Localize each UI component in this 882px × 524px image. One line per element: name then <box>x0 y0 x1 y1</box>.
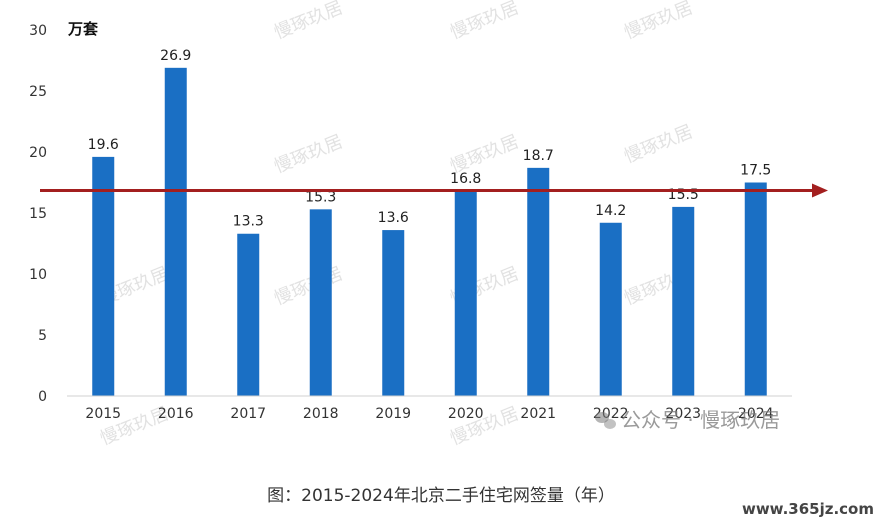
bar <box>744 182 767 396</box>
data-label: 14.2 <box>595 203 626 219</box>
wechat-watermark: 公众号 · 慢琢玖居 <box>595 404 780 433</box>
wechat-brand: 慢琢玖居 <box>700 408 781 432</box>
reference-arrowhead <box>812 183 828 198</box>
bar <box>599 222 622 396</box>
data-label: 19.6 <box>88 137 119 153</box>
data-label: 13.6 <box>378 210 409 226</box>
bars: 19.626.913.315.313.616.818.714.215.517.5 <box>88 48 771 396</box>
reference-arrow <box>40 183 828 198</box>
bar <box>237 233 260 396</box>
y-tick-label: 25 <box>29 84 47 100</box>
data-label: 17.5 <box>740 163 771 179</box>
x-tick-label: 2016 <box>158 406 194 422</box>
wechat-icon <box>595 412 617 430</box>
y-axis: 0 5 10 15 20 25 30 <box>29 23 47 405</box>
bar-chart: 0 5 10 15 20 25 30 19.6 26.9 13.3 15.3 13.6 16.8 18.… <box>29 20 828 422</box>
site-watermark: www.365jz.com <box>741 500 874 518</box>
bar <box>382 230 405 396</box>
x-tick-label: 2021 <box>520 406 556 422</box>
bar <box>309 209 332 396</box>
y-tick-label: 20 <box>29 145 47 161</box>
x-tick-label: 2020 <box>448 406 484 422</box>
y-tick-label: 5 <box>38 328 47 344</box>
y-tick-label: 10 <box>29 267 47 283</box>
bar <box>454 191 477 396</box>
bar <box>164 67 187 396</box>
bar <box>672 206 695 396</box>
x-tick-label: 2015 <box>85 406 121 422</box>
y-tick-label: 30 <box>29 23 47 39</box>
x-tick-label: 2017 <box>230 406 266 422</box>
bar <box>92 156 115 396</box>
y-tick-label: 0 <box>38 389 47 405</box>
y-tick-label: 15 <box>29 206 47 222</box>
data-label: 26.9 <box>160 48 191 64</box>
data-label: 16.8 <box>450 171 481 187</box>
bar <box>527 167 550 396</box>
x-tick-label: 2023 <box>665 406 701 422</box>
unit-label: 万套 <box>67 20 99 38</box>
data-label: 13.3 <box>233 214 264 230</box>
wechat-prefix: 公众号 · <box>621 408 694 432</box>
x-tick-label: 2019 <box>375 406 411 422</box>
x-tick-label: 2018 <box>303 406 339 422</box>
x-tick-label: 2024 <box>738 406 774 422</box>
data-label: 18.7 <box>523 148 554 164</box>
figure-caption: 图：2015-2024年北京二手住宅网签量（年） <box>267 486 615 506</box>
x-axis: 2015 2016 2017 2018 2019 2020 2021 2022 2023 2024 <box>85 406 773 422</box>
data-label: 15.3 <box>305 189 336 205</box>
